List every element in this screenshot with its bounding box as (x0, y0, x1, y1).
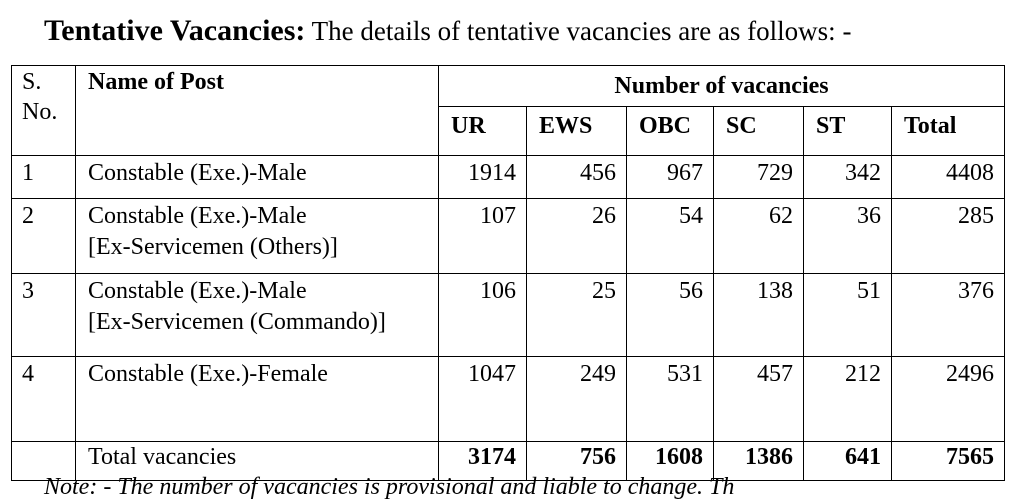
cell-sc: 729 (713, 155, 804, 199)
cell-total: 4408 (890, 155, 1006, 199)
cell-st: 342 (803, 155, 892, 199)
subheader-ur: UR (438, 106, 527, 156)
row-sno: 1 (11, 155, 76, 199)
cell-obc: 56 (626, 273, 714, 357)
cell-ews: 26 (526, 198, 627, 274)
cell-ews: 249 (526, 356, 627, 442)
total-sno-cell (11, 441, 76, 481)
row-post-name: Constable (Exe.)-Male [Ex-Servicemen (Com… (75, 273, 439, 357)
subheader-ews: EWS (526, 106, 627, 156)
total-ur: 3174 (438, 441, 527, 481)
cell-sc: 457 (713, 356, 804, 442)
subheader-st: ST (803, 106, 892, 156)
cell-total: 2496 (890, 356, 1006, 442)
cell-obc: 967 (626, 155, 714, 199)
total-ews: 756 (526, 441, 627, 481)
heading-text: The details of tentative vacancies are a… (305, 16, 852, 46)
total-total: 7565 (890, 441, 1006, 481)
subheader-obc: OBC (626, 106, 714, 156)
section-heading: Tentative Vacancies: The details of tent… (44, 14, 851, 48)
table-row: 2 Constable (Exe.)-Male [Ex-Servicemen (O… (11, 198, 1006, 274)
total-sc: 1386 (713, 441, 804, 481)
cell-st: 51 (803, 273, 892, 357)
header-number-of-vacancies: Number of vacancies (437, 65, 1006, 107)
total-obc: 1608 (626, 441, 714, 481)
row-post-name: Constable (Exe.)-Female (75, 356, 439, 442)
cell-total: 376 (890, 273, 1006, 357)
subheader-total: Total (890, 106, 1006, 156)
subheader-sc: SC (713, 106, 804, 156)
header-sno: S. No. (11, 65, 76, 156)
cell-ur: 1047 (438, 356, 527, 442)
cell-obc: 531 (626, 356, 714, 442)
cell-obc: 54 (626, 198, 714, 274)
cell-total: 285 (890, 198, 1006, 274)
total-label: Total vacancies (75, 441, 439, 481)
table-row: 3 Constable (Exe.)-Male [Ex-Servicemen (C… (11, 273, 1006, 357)
cell-sc: 62 (713, 198, 804, 274)
cell-ur: 107 (438, 198, 527, 274)
cell-ur: 106 (438, 273, 527, 357)
cell-ews: 456 (526, 155, 627, 199)
cell-st: 36 (803, 198, 892, 274)
total-st: 641 (803, 441, 892, 481)
footnote: Note: - The number of vacancies is provi… (44, 474, 735, 500)
cell-ews: 25 (526, 273, 627, 357)
cell-st: 212 (803, 356, 892, 442)
cell-sc: 138 (713, 273, 804, 357)
row-post-name: Constable (Exe.)-Male (75, 155, 439, 199)
heading-bold: Tentative Vacancies: (44, 14, 306, 47)
vacancies-table: S. No. Name of Post Number of vacancies … (11, 65, 1006, 481)
cell-ur: 1914 (438, 155, 527, 199)
row-sno: 2 (11, 198, 76, 274)
row-sno: 3 (11, 273, 76, 357)
total-row: Total vacancies 3174 756 1608 1386 641 7… (11, 441, 1006, 481)
header-name-of-post: Name of Post (75, 65, 439, 156)
row-post-name: Constable (Exe.)-Male [Ex-Servicemen (Oth… (75, 198, 439, 274)
table-row: 4 Constable (Exe.)-Female 1047 249 531 4… (11, 356, 1006, 442)
row-sno: 4 (11, 356, 76, 442)
table-row: 1 Constable (Exe.)-Male 1914 456 967 729… (11, 155, 1006, 199)
